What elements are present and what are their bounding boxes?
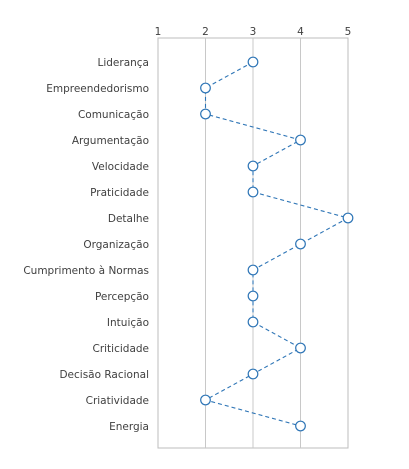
category-label: Velocidade <box>92 161 149 173</box>
data-point <box>247 290 259 302</box>
data-point <box>295 134 306 146</box>
x-tick-label-5: 5 <box>345 26 352 38</box>
category-label: Detalhe <box>108 213 149 225</box>
x-tick-label-4: 4 <box>297 26 304 38</box>
category-label: Percepção <box>95 291 149 303</box>
x-tick-label-1: 1 <box>155 26 162 38</box>
data-point <box>295 342 306 354</box>
category-label: Empreendedorismo <box>46 83 149 95</box>
category-label: Energia <box>109 421 149 433</box>
category-label: Decisão Racional <box>59 369 149 381</box>
category-label: Argumentação <box>72 135 149 147</box>
data-point <box>295 238 306 250</box>
category-label: Comunicação <box>78 109 149 121</box>
x-tick-label-2: 2 <box>202 26 209 38</box>
category-label: Intuição <box>107 317 149 329</box>
data-point <box>200 394 211 406</box>
data-point <box>247 264 259 276</box>
category-label: Criticidade <box>92 343 149 355</box>
data-point <box>247 160 259 172</box>
data-point <box>342 212 354 224</box>
category-labels: Liderança Empreendedorismo Comunicação Argu… <box>23 57 149 433</box>
category-label: Praticidade <box>90 187 149 199</box>
data-point <box>247 368 259 380</box>
category-label: Liderança <box>97 57 149 69</box>
series-line <box>204 61 350 427</box>
data-point <box>247 316 259 328</box>
x-axis-ticks: 1 2 3 4 5 <box>155 26 352 38</box>
category-label: Organização <box>83 239 149 251</box>
x-tick-label-3: 3 <box>250 26 257 38</box>
data-point <box>200 82 211 94</box>
category-label: Criatividade <box>86 395 149 407</box>
data-point <box>247 186 259 198</box>
grid-layer <box>157 37 349 449</box>
data-point <box>200 108 211 120</box>
data-point <box>295 420 306 432</box>
series-layer <box>200 56 354 432</box>
data-point <box>247 56 259 68</box>
category-label: Cumprimento à Normas <box>23 265 149 277</box>
